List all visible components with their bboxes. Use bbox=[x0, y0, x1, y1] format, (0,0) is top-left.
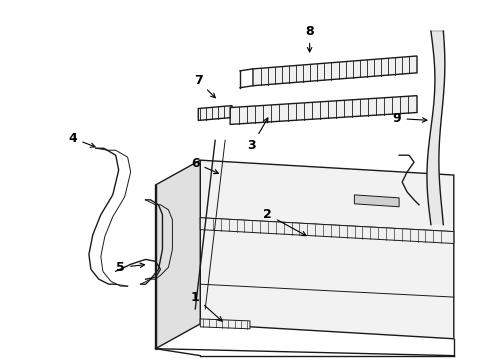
Text: 5: 5 bbox=[116, 261, 145, 274]
Text: 6: 6 bbox=[191, 157, 219, 174]
Text: 8: 8 bbox=[305, 24, 314, 52]
Polygon shape bbox=[427, 31, 445, 225]
Text: 2: 2 bbox=[264, 208, 306, 236]
Text: 9: 9 bbox=[393, 112, 427, 125]
Polygon shape bbox=[354, 195, 399, 207]
Text: 3: 3 bbox=[247, 118, 268, 152]
Text: 4: 4 bbox=[69, 132, 95, 147]
Text: 7: 7 bbox=[194, 74, 215, 98]
Text: 1: 1 bbox=[191, 291, 222, 321]
Polygon shape bbox=[155, 160, 200, 349]
Polygon shape bbox=[230, 96, 417, 125]
Polygon shape bbox=[198, 105, 232, 121]
Polygon shape bbox=[200, 218, 454, 243]
Polygon shape bbox=[253, 56, 417, 86]
Polygon shape bbox=[200, 319, 250, 329]
Polygon shape bbox=[200, 160, 454, 339]
